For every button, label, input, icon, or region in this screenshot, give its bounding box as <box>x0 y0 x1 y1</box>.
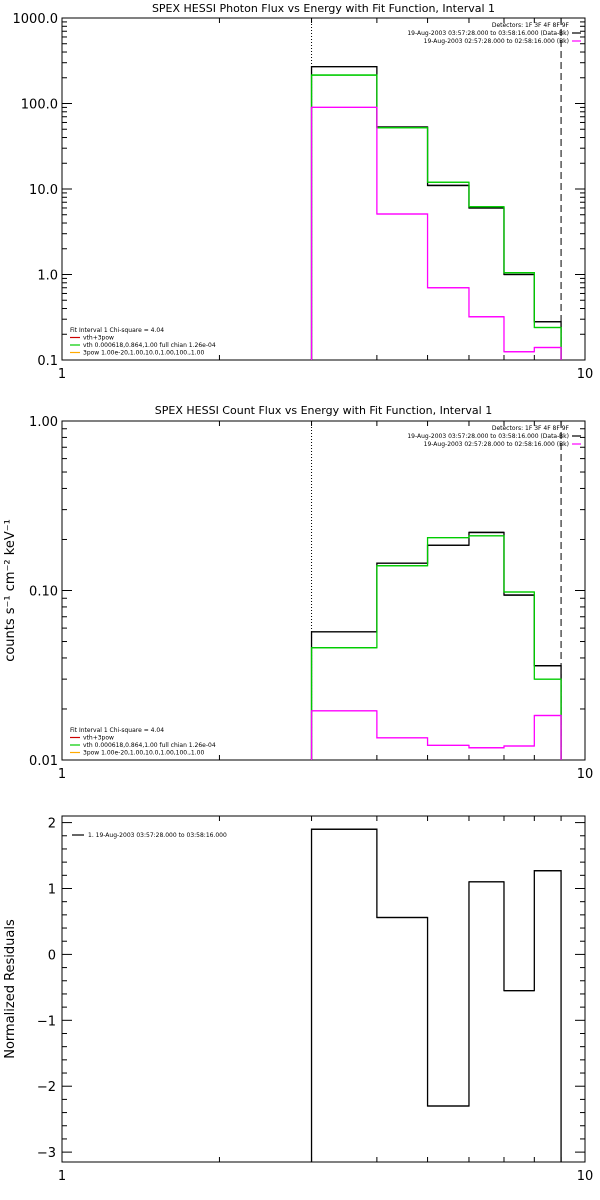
legend-top-entry: 1. 19-Aug-2003 03:57:28.000 to 03:58:16.… <box>88 832 227 839</box>
y-tick-label: 100.0 <box>21 98 58 113</box>
legend-bottom-entry: Fit Interval 1 Chi-square = 4.04 <box>70 327 164 334</box>
series-1-step-line <box>310 65 562 360</box>
legend-top-entry: 19-Aug-2003 03:57:28.000 to 03:58:16.000… <box>407 30 569 37</box>
y-tick-label: 1000.0 <box>13 12 59 27</box>
chart-title: SPEX HESSI Photon Flux vs Energy with Fi… <box>152 2 495 15</box>
legend-top-entry: Detectors: 1F 3F 4F 8F 9F <box>492 425 570 432</box>
legend-top-entry: 19-Aug-2003 02:57:28.000 to 02:58:16.000… <box>424 441 569 448</box>
x-tick-label: 10 <box>577 1169 594 1184</box>
x-tick-label: 1 <box>58 1169 66 1184</box>
plot-frame <box>61 815 586 1163</box>
series-2-step-line <box>310 74 562 360</box>
plot-frame <box>61 17 586 361</box>
y-tick-label: −3 <box>37 1146 56 1161</box>
y-tick-label: 0 <box>48 948 56 963</box>
series-2-step-line <box>310 535 562 760</box>
legend-bottom-entry: vth+3pow <box>83 735 114 742</box>
panel-2: SPEX HESSI Count Flux vs Energy with Fit… <box>3 404 593 782</box>
legend-bottom-entry: vth 0.000618,0.864,1.00 full chian 1.26e… <box>83 342 216 349</box>
series-3-step-line <box>310 106 562 360</box>
y-axis-label: Normalized Residuals <box>3 919 18 1059</box>
series-1-step-line <box>310 828 562 1162</box>
series-3-step-line <box>310 710 562 760</box>
legend-bottom-entry: vth+3pow <box>83 335 114 342</box>
y-tick-label: 1 <box>48 882 56 897</box>
y-tick-label: 0.10 <box>29 585 58 600</box>
legend-bottom-entry: Fit Interval 1 Chi-square = 4.04 <box>70 727 164 734</box>
x-tick-label: 10 <box>577 367 594 382</box>
y-tick-label: 0.1 <box>37 354 58 369</box>
panel-1: SPEX HESSI Photon Flux vs Energy with Fi… <box>13 2 594 382</box>
legend-top-entry: 19-Aug-2003 03:57:28.000 to 03:58:16.000… <box>407 433 569 440</box>
panel-3: 1 10 −3 −2 −1 0 1 2 Normalized Residuals 1. 19-Au… <box>3 815 594 1184</box>
legend-top-entry: Detectors: 1F 3F 4F 8F 9F <box>492 22 570 29</box>
y-axis-label: counts s⁻¹ cm⁻² keV⁻¹ <box>3 519 18 662</box>
plot-frame <box>61 420 586 761</box>
y-tick-label: −2 <box>37 1080 56 1095</box>
y-tick-label: 10.0 <box>29 183 58 198</box>
legend-bottom-entry: 3pow 1.00e-20,1.00,10.0,1.00,100.,1.00 <box>83 750 204 757</box>
series-1-step-line <box>310 531 562 760</box>
y-tick-label: 0.01 <box>29 754 58 769</box>
y-tick-label: 1.0 <box>37 269 58 284</box>
y-tick-label: 1.00 <box>29 415 58 430</box>
y-tick-label: 2 <box>48 817 56 832</box>
chart-title: SPEX HESSI Count Flux vs Energy with Fit… <box>155 404 492 417</box>
y-tick-label: −1 <box>37 1014 56 1029</box>
x-tick-label: 1 <box>58 367 66 382</box>
legend-bottom-entry: 3pow 1.00e-20,1.00,10.0,1.00,100.,1.00 <box>83 350 204 357</box>
x-tick-label: 10 <box>577 767 594 782</box>
legend-bottom-entry: vth 0.000618,0.864,1.00 full chian 1.26e… <box>83 742 216 749</box>
legend-top-entry: 19-Aug-2003 02:57:28.000 to 02:58:16.000… <box>424 38 569 45</box>
x-tick-label: 1 <box>58 767 66 782</box>
